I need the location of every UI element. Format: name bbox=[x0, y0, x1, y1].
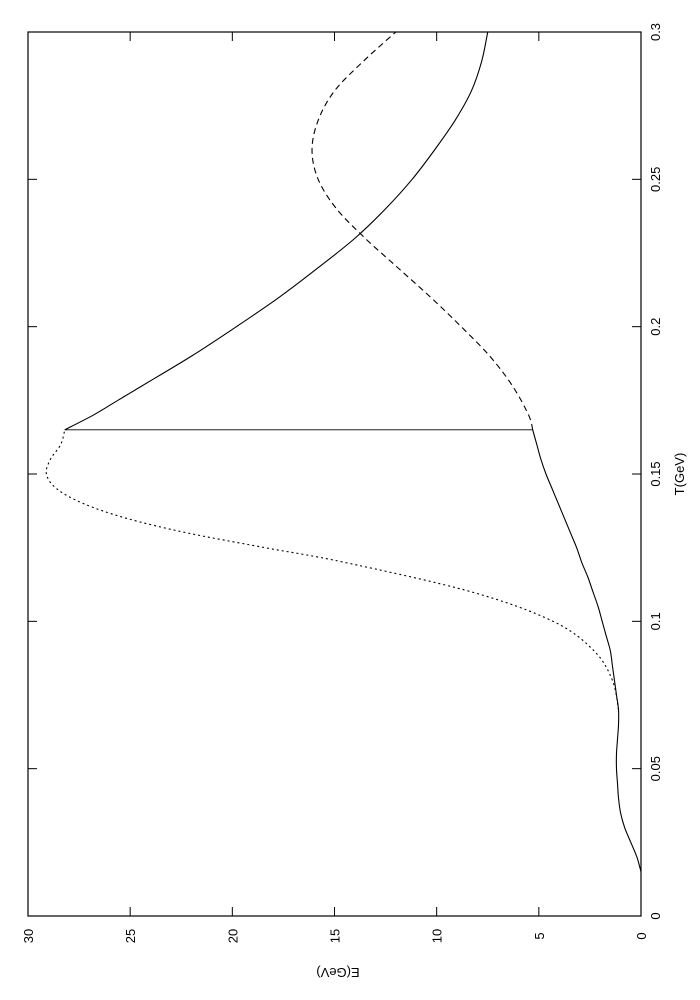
x-tick-label: 0 bbox=[648, 912, 663, 919]
y-tick-label: 25 bbox=[123, 929, 138, 943]
series-line-4-dashed bbox=[311, 31, 534, 430]
x-tick-label: 0.2 bbox=[648, 318, 663, 336]
series-line-3-dotted bbox=[45, 429, 620, 710]
x-tick-label: 0.3 bbox=[648, 23, 663, 41]
x-tick-label: 0.25 bbox=[648, 167, 663, 192]
series-line-2-solid bbox=[64, 31, 489, 431]
y-tick-label: 15 bbox=[328, 929, 343, 943]
x-tick-label: 0.1 bbox=[648, 612, 663, 630]
tick-group: 0 0.05 0.1 0.15 0.2 0.25 0.3 0 5 10 15 20 25 30 bbox=[21, 23, 663, 943]
x-tick-label: 0.05 bbox=[648, 756, 663, 781]
x-axis-label: T(GeV) bbox=[672, 453, 687, 496]
y-axis-label: E(GeV) bbox=[316, 965, 359, 980]
series-group bbox=[45, 31, 642, 872]
y-tick-label: 5 bbox=[532, 932, 547, 939]
y-tick-label: 10 bbox=[430, 929, 445, 943]
y-tick-label: 0 bbox=[634, 932, 649, 939]
y-tick-label: 20 bbox=[225, 929, 240, 943]
y-tick-label: 30 bbox=[21, 929, 36, 943]
series-line-1-solid bbox=[532, 429, 642, 872]
x-tick-label: 0.15 bbox=[648, 461, 663, 486]
plot-frame bbox=[27, 31, 642, 917]
